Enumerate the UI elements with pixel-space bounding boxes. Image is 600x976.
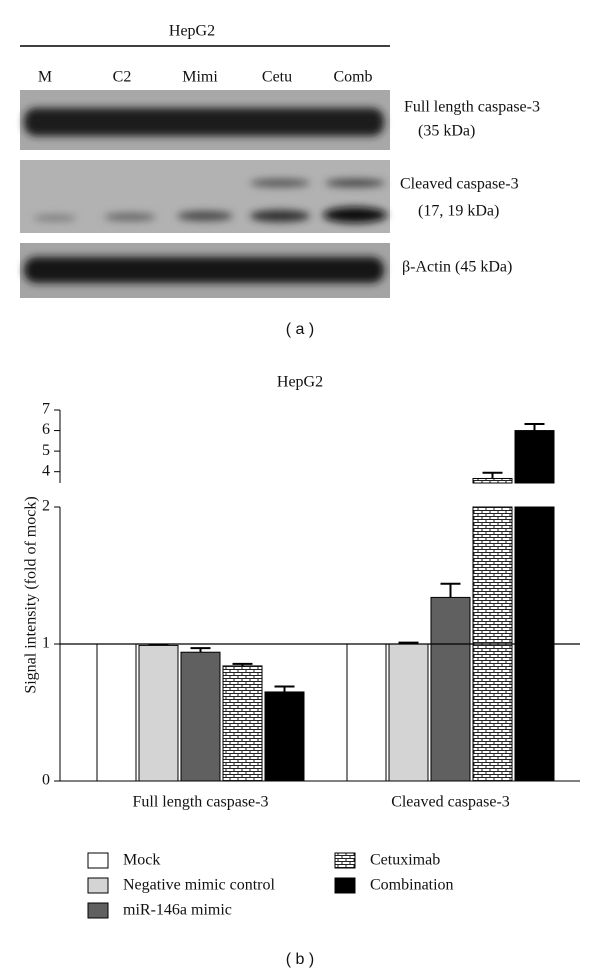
legend-label: Mock: [123, 852, 160, 869]
bar: [346, 643, 387, 782]
error-bar: [148, 643, 169, 646]
y-tick-label: 0: [42, 772, 50, 789]
legend-swatch: [334, 877, 356, 894]
caption: ( a ): [286, 321, 314, 338]
bar: [472, 477, 513, 484]
blot-title: HepG2: [169, 23, 215, 40]
bar: [430, 596, 471, 782]
x-tick-label: Full length caspase-3: [133, 794, 269, 811]
legend-label: Negative mimic control: [123, 877, 276, 894]
y-tick-label: 7: [42, 401, 50, 418]
legend-swatch: [87, 877, 109, 894]
bar: [388, 643, 429, 782]
caption: ( b ): [286, 951, 314, 968]
error-bar: [482, 471, 503, 479]
error-bar: [190, 647, 211, 653]
y-tick-label: 5: [42, 442, 50, 459]
lane-label: Comb: [333, 69, 372, 86]
y-tick-label: 4: [42, 462, 50, 479]
legend-label: Cetuximab: [370, 852, 440, 869]
bar: [514, 430, 555, 484]
y-axis-label: Signal intensity (fold of mock): [23, 496, 40, 693]
lane-label: C2: [113, 69, 132, 86]
y-tick-label: 6: [42, 421, 50, 438]
legend-swatch: [87, 852, 109, 869]
chart-title: HepG2: [277, 374, 323, 391]
y-tick-label: 1: [42, 635, 50, 652]
bar: [222, 665, 263, 782]
bar: [96, 643, 137, 782]
error-bar: [232, 662, 253, 666]
blot-row-sublabel: (17, 19 kDa): [418, 203, 499, 220]
y-tick-label: 2: [42, 498, 50, 515]
blot-image: [20, 90, 390, 298]
legend-label: miR-146a mimic: [123, 902, 232, 919]
x-tick-label: Cleaved caspase-3: [391, 794, 510, 811]
legend-swatch: [87, 902, 109, 919]
blot-row-label: Cleaved caspase-3: [400, 176, 519, 193]
error-bar: [440, 582, 461, 598]
blot-row-sublabel: (35 kDa): [418, 123, 475, 140]
blot-row-label: Full length caspase-3: [404, 99, 540, 116]
error-bar: [274, 685, 295, 692]
lane-label: Cetu: [262, 69, 292, 86]
lane-label: M: [38, 69, 52, 86]
legend-label: Combination: [370, 877, 454, 894]
legend-swatch: [334, 852, 356, 869]
bar: [264, 691, 305, 782]
bar: [180, 651, 221, 782]
lane-label: Mimi: [182, 69, 218, 86]
blot-row-label: β-Actin (45 kDa): [402, 259, 512, 276]
error-bar: [524, 422, 545, 431]
bar: [138, 644, 179, 782]
